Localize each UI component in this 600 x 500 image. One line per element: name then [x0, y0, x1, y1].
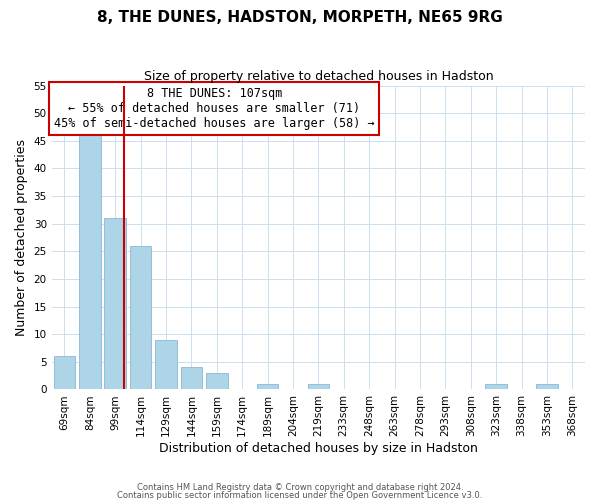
Bar [536, 384, 557, 390]
Bar [206, 373, 227, 390]
Bar [485, 384, 507, 390]
Text: Contains HM Land Registry data © Crown copyright and database right 2024.: Contains HM Land Registry data © Crown c… [137, 484, 463, 492]
Bar [130, 246, 151, 390]
Bar [155, 340, 177, 390]
Bar [308, 384, 329, 390]
Bar [79, 136, 101, 390]
Title: Size of property relative to detached houses in Hadston: Size of property relative to detached ho… [143, 70, 493, 83]
Text: 8, THE DUNES, HADSTON, MORPETH, NE65 9RG: 8, THE DUNES, HADSTON, MORPETH, NE65 9RG [97, 10, 503, 25]
Y-axis label: Number of detached properties: Number of detached properties [15, 139, 28, 336]
Text: Contains public sector information licensed under the Open Government Licence v3: Contains public sector information licen… [118, 490, 482, 500]
Text: 8 THE DUNES: 107sqm
← 55% of detached houses are smaller (71)
45% of semi-detach: 8 THE DUNES: 107sqm ← 55% of detached ho… [54, 87, 374, 130]
X-axis label: Distribution of detached houses by size in Hadston: Distribution of detached houses by size … [159, 442, 478, 455]
Bar [104, 218, 126, 390]
Bar [181, 368, 202, 390]
Bar [257, 384, 278, 390]
Bar [53, 356, 75, 390]
